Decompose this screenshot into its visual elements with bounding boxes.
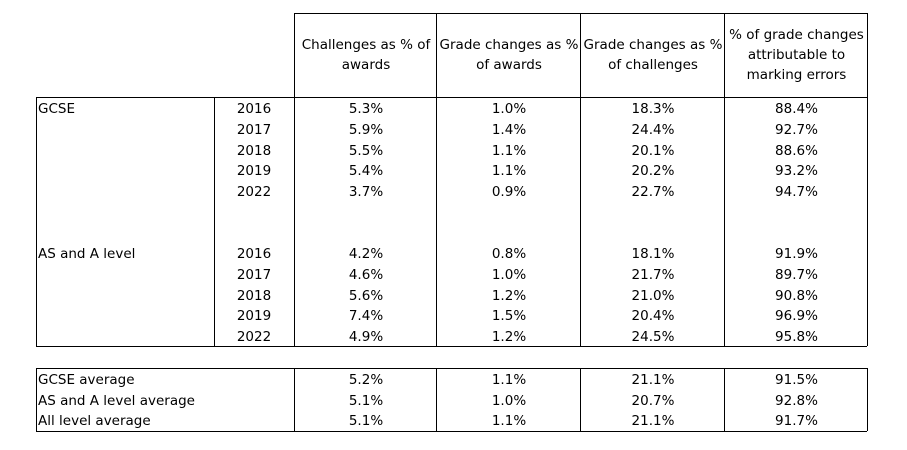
avg-col-border-2 <box>436 368 437 431</box>
value-cell: 20.4% <box>631 308 675 325</box>
group-label-gcse: GCSE <box>38 101 75 117</box>
average-value-cell: 1.0% <box>491 392 527 409</box>
value-cell: 5.5% <box>348 142 384 159</box>
value-cell: 4.2% <box>348 246 384 262</box>
year-cell: 2022 <box>236 184 272 201</box>
year-cell: 2018 <box>236 142 272 159</box>
year-cell: 2022 <box>236 329 272 346</box>
average-value-cell: 21.1% <box>631 413 675 429</box>
header-bottom-border <box>36 97 867 98</box>
value-cell: 96.9% <box>775 308 818 325</box>
value-cell: 21.7% <box>631 266 675 283</box>
header-grade-changes-pct-awards: Grade changes as % of awards <box>439 37 579 73</box>
value-cell: 90.8% <box>775 287 818 304</box>
value-cell: 1.0% <box>491 101 527 117</box>
value-cell: 93.2% <box>775 163 818 180</box>
header-challenges-pct-awards: Challenges as % of awards <box>301 37 431 73</box>
value-cell: 4.6% <box>348 266 384 283</box>
average-label: GCSE average <box>38 372 135 388</box>
value-cell: 1.1% <box>491 142 527 159</box>
value-cell: 21.0% <box>631 287 675 304</box>
col-border-3 <box>580 13 581 346</box>
average-value-cell: 5.1% <box>348 392 384 409</box>
year-cell: 2016 <box>236 246 272 262</box>
value-cell: 88.4% <box>775 101 818 117</box>
year-cell: 2019 <box>236 163 272 180</box>
value-cell: 7.4% <box>348 308 384 325</box>
value-cell: 89.7% <box>775 266 818 283</box>
col-border-2 <box>436 13 437 346</box>
value-cell: 22.7% <box>631 184 675 201</box>
value-cell: 0.8% <box>491 246 527 262</box>
value-cell: 88.6% <box>775 142 818 159</box>
value-cell: 18.3% <box>631 101 675 117</box>
average-label: All level average <box>38 413 151 429</box>
value-cell: 91.9% <box>775 246 818 262</box>
value-cell: 1.1% <box>491 163 527 180</box>
avg-col-border-1 <box>294 368 295 431</box>
averages-top-border <box>36 368 867 369</box>
value-cell: 5.6% <box>348 287 384 304</box>
header-marking-errors-pct: % of grade changes attributable to marki… <box>729 27 864 83</box>
average-label: AS and A level average <box>38 392 195 409</box>
value-cell: 1.5% <box>491 308 527 325</box>
left-border-main <box>36 97 37 346</box>
col-border-4 <box>724 13 725 346</box>
value-cell: 3.7% <box>348 184 384 201</box>
value-cell: 1.4% <box>491 121 527 138</box>
value-cell: 24.4% <box>631 121 675 138</box>
value-cell: 24.5% <box>631 329 675 346</box>
year-cell: 2017 <box>236 266 272 283</box>
year-cell: 2016 <box>236 101 272 117</box>
value-cell: 1.0% <box>491 266 527 283</box>
col-border-1 <box>294 13 295 346</box>
avg-col-border-4 <box>724 368 725 431</box>
year-cell: 2017 <box>236 121 272 138</box>
average-value-cell: 1.1% <box>491 372 527 388</box>
value-cell: 94.7% <box>775 184 818 201</box>
group-label-as-a-level: AS and A level <box>38 246 136 262</box>
average-value-cell: 91.5% <box>775 372 818 388</box>
year-col-border <box>214 97 215 346</box>
value-cell: 0.9% <box>491 184 527 201</box>
value-cell: 5.9% <box>348 121 384 138</box>
avg-col-border-3 <box>580 368 581 431</box>
averages-bottom-border <box>36 431 867 432</box>
average-value-cell: 5.1% <box>348 413 384 429</box>
col-border-5 <box>867 13 868 346</box>
value-cell: 1.2% <box>491 287 527 304</box>
avg-col-border-5 <box>867 368 868 431</box>
average-value-cell: 1.1% <box>491 413 527 429</box>
year-cell: 2018 <box>236 287 272 304</box>
avg-left-border <box>36 368 37 431</box>
main-bottom-border <box>36 346 867 347</box>
value-cell: 95.8% <box>775 329 818 346</box>
average-value-cell: 20.7% <box>631 392 675 409</box>
average-value-cell: 5.2% <box>348 372 384 388</box>
year-cell: 2019 <box>236 308 272 325</box>
value-cell: 4.9% <box>348 329 384 346</box>
value-cell: 1.2% <box>491 329 527 346</box>
value-cell: 5.3% <box>348 101 384 117</box>
average-value-cell: 92.8% <box>775 392 818 409</box>
value-cell: 5.4% <box>348 163 384 180</box>
average-value-cell: 21.1% <box>631 372 675 388</box>
header-grade-changes-pct-challenges: Grade changes as % of challenges <box>583 37 723 73</box>
average-value-cell: 91.7% <box>775 413 818 429</box>
value-cell: 92.7% <box>775 121 818 138</box>
value-cell: 20.2% <box>631 163 675 180</box>
value-cell: 20.1% <box>631 142 675 159</box>
value-cell: 18.1% <box>631 246 675 262</box>
